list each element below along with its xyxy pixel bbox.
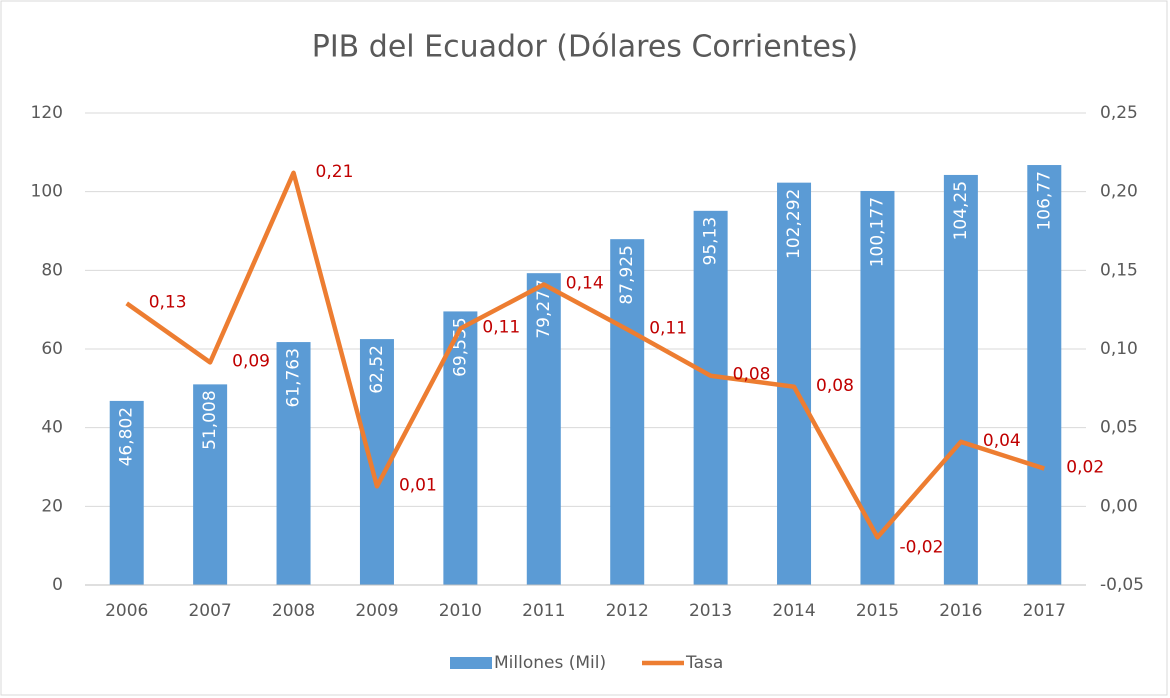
bar xyxy=(693,210,728,585)
x-tick-label: 2010 xyxy=(439,601,482,621)
bar-label: 106,77 xyxy=(1034,171,1054,230)
legend-label: Millones (Mil) xyxy=(494,653,606,673)
bar-label: 46,802 xyxy=(117,407,137,466)
x-tick-label: 2008 xyxy=(272,601,315,621)
line-label: 0,08 xyxy=(733,365,771,385)
x-tick-label: 2011 xyxy=(522,601,565,621)
bar xyxy=(526,273,561,585)
y2-tick-label: 0,00 xyxy=(1100,496,1138,516)
bar-label: 100,177 xyxy=(867,197,887,267)
bar xyxy=(276,342,311,585)
y-tick-label: 20 xyxy=(41,496,63,516)
legend-swatch xyxy=(450,657,492,669)
y-tick-label: 60 xyxy=(41,339,63,359)
chart-title: PIB del Ecuador (Dólares Corrientes) xyxy=(312,30,859,65)
line-label: -0,02 xyxy=(899,537,943,557)
line-label: 0,11 xyxy=(649,318,687,338)
y2-tick-label: -0,05 xyxy=(1100,575,1144,595)
y2-tick-label: 0,05 xyxy=(1100,418,1138,438)
x-tick-label: 2007 xyxy=(188,601,231,621)
y2-tick-label: 0,10 xyxy=(1100,339,1138,359)
y-tick-label: 40 xyxy=(41,418,63,438)
line-label: 0,11 xyxy=(482,318,520,338)
bar xyxy=(610,239,645,585)
x-tick-label: 2016 xyxy=(939,601,982,621)
y-tick-label: 120 xyxy=(31,103,63,123)
bar-label: 51,008 xyxy=(200,390,220,449)
x-tick-label: 2006 xyxy=(105,601,148,621)
line-label: 0,13 xyxy=(149,292,187,312)
legend-label: Tasa xyxy=(685,653,723,673)
y2-tick-label: 0,20 xyxy=(1100,182,1138,202)
bar-label: 87,925 xyxy=(617,245,637,304)
y2-tick-label: 0,25 xyxy=(1100,103,1138,123)
line-label: 0,21 xyxy=(316,162,354,182)
line-label: 0,08 xyxy=(816,376,854,396)
bar-label: 95,13 xyxy=(701,217,721,266)
x-tick-label: 2009 xyxy=(355,601,398,621)
y-tick-label: 100 xyxy=(31,182,63,202)
x-tick-label: 2012 xyxy=(606,601,649,621)
bar-label: 62,52 xyxy=(367,345,387,394)
bar-label: 104,25 xyxy=(951,181,971,240)
bar-label: 61,763 xyxy=(284,348,304,407)
y2-tick-label: 0,15 xyxy=(1100,260,1138,280)
y-tick-label: 80 xyxy=(41,260,63,280)
line-label: 0,01 xyxy=(399,475,437,495)
bar xyxy=(1027,165,1062,585)
bar xyxy=(109,400,144,585)
line-label: 0,09 xyxy=(232,351,270,371)
bar xyxy=(443,311,478,585)
x-tick-label: 2017 xyxy=(1023,601,1066,621)
x-tick-label: 2013 xyxy=(689,601,732,621)
bar-label: 69,555 xyxy=(450,317,470,376)
line xyxy=(125,170,1045,540)
y-tick-label: 0 xyxy=(52,575,63,595)
line-label: 0,04 xyxy=(983,431,1021,451)
line-label: 0,02 xyxy=(1066,458,1104,478)
bar-label: 102,292 xyxy=(784,189,804,259)
x-tick-label: 2014 xyxy=(772,601,815,621)
x-tick-label: 2015 xyxy=(856,601,899,621)
line-label: 0,14 xyxy=(566,273,604,293)
bar xyxy=(943,174,978,585)
bar xyxy=(193,384,228,585)
bar-label: 79,277 xyxy=(534,279,554,338)
